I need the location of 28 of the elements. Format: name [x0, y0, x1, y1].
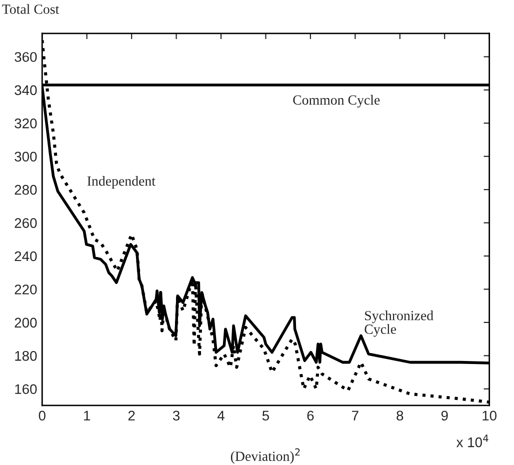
- x-tick-label: 8: [396, 410, 404, 421]
- y-tick-label: 320: [14, 118, 37, 128]
- x-tick-label: 7: [352, 410, 358, 420]
- y-tick-label: 200: [14, 318, 37, 328]
- y-tick-label: 160: [15, 384, 37, 394]
- text: x 10$^{4}$: [456, 434, 488, 448]
- x-tick-label: 6: [307, 410, 314, 421]
- ref-line-label: Common Cycle: [293, 94, 380, 108]
- x-axis-title: (Deviation)$^{2}$: [230, 448, 300, 464]
- y-tick-label: 360: [14, 52, 37, 62]
- x-tick-label: 3: [172, 410, 180, 421]
- x-tick-label: 9: [441, 410, 448, 421]
- x-tick-label: 0: [38, 410, 46, 421]
- y-tick-label: 340: [14, 85, 37, 96]
- x-tick-label: 4: [217, 410, 224, 420]
- y-tick-label: 260: [14, 218, 37, 228]
- x-tick-label: 5: [262, 410, 270, 421]
- x-tick-label: 10: [482, 410, 497, 421]
- series-label: Sychronized Cycle: [364, 310, 434, 337]
- y-tick-label: 220: [14, 284, 37, 294]
- y-axis-title: Total Cost: [2, 4, 60, 14]
- x-tick-label: 2: [128, 410, 135, 420]
- y-tick-label: 240: [14, 251, 37, 262]
- y-tick-label: 180: [15, 350, 37, 361]
- x-tick-label: 1: [84, 410, 90, 420]
- y-tick-label: 300: [14, 152, 37, 162]
- series-label: Independent: [87, 176, 156, 189]
- y-tick-label: 280: [14, 184, 37, 195]
